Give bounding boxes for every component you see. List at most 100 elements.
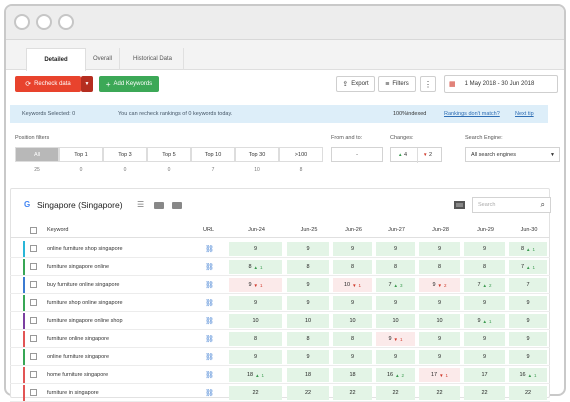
header-url[interactable]: URL: [203, 227, 215, 233]
header-date[interactable]: Jun-28: [432, 227, 449, 233]
link-icon[interactable]: ⛓: [205, 300, 214, 307]
rank-cell[interactable]: 9: [287, 242, 329, 256]
rank-cell[interactable]: 9: [333, 350, 372, 364]
table-row[interactable]: furniture online singapore ⛓ 8 8 8 9 ▼ 1 9 9 9: [10, 330, 550, 348]
window-control-maximize[interactable]: [58, 14, 74, 30]
rank-cell[interactable]: 10: [333, 314, 372, 328]
rank-cell[interactable]: 9: [419, 332, 460, 346]
rank-cell[interactable]: 22: [509, 386, 547, 400]
table-row[interactable]: furniture singapore online shop ⛓ 10 10 10 10…: [10, 312, 550, 330]
rank-cell[interactable]: 10: [376, 314, 415, 328]
rank-cell[interactable]: 9 ▲ 1: [464, 314, 505, 328]
rank-cell[interactable]: 16 ▲ 2: [376, 368, 415, 382]
rank-cell[interactable]: 9 ▼ 1: [376, 332, 415, 346]
tab-historical-data[interactable]: Historical Data: [122, 48, 184, 70]
rank-cell[interactable]: 9 ▼ 1: [229, 278, 282, 292]
link-icon[interactable]: ⛓: [205, 354, 214, 361]
rank-cell[interactable]: 9: [333, 242, 372, 256]
tab-overall[interactable]: Overall: [86, 48, 120, 70]
add-keywords-button[interactable]: + Add Keywords: [99, 76, 159, 92]
position-filter-all[interactable]: All: [15, 147, 59, 162]
rank-cell[interactable]: 8: [376, 260, 415, 274]
rank-cell[interactable]: 10: [287, 314, 329, 328]
rank-cell[interactable]: 9 ▼ 2: [419, 278, 460, 292]
row-checkbox[interactable]: [30, 353, 37, 360]
row-checkbox[interactable]: [30, 335, 37, 342]
link-icon[interactable]: ⛓: [205, 318, 214, 325]
rank-cell[interactable]: 10: [419, 314, 460, 328]
rank-cell[interactable]: 8: [229, 332, 282, 346]
rank-cell[interactable]: 8: [287, 260, 329, 274]
rank-cell[interactable]: 9: [333, 296, 372, 310]
row-checkbox[interactable]: [30, 281, 37, 288]
link-icon[interactable]: ⛓: [205, 336, 214, 343]
table-row[interactable]: buy furniture online singapore ⛓ 9 ▼ 1 9 10 ▼ 1 7…: [10, 276, 550, 294]
search-engine-select[interactable]: All search engines ▼: [465, 147, 560, 162]
rank-cell[interactable]: 22: [287, 386, 329, 400]
window-control-minimize[interactable]: [36, 14, 52, 30]
link-icon[interactable]: ⛓: [205, 246, 214, 253]
rank-cell[interactable]: 9: [229, 350, 282, 364]
rank-cell[interactable]: 10: [229, 314, 282, 328]
rank-cell[interactable]: 9: [464, 350, 505, 364]
rank-cell[interactable]: 9: [419, 242, 460, 256]
rank-cell[interactable]: 9: [419, 296, 460, 310]
rank-cell[interactable]: 9: [376, 350, 415, 364]
window-control-close[interactable]: [14, 14, 30, 30]
row-checkbox[interactable]: [30, 371, 37, 378]
position-filter-top-5[interactable]: Top 5: [147, 147, 191, 162]
row-checkbox[interactable]: [30, 317, 37, 324]
table-row[interactable]: online furniture shop singapore ⛓ 9 9 9 9 9 9 8 ▲…: [10, 240, 550, 258]
header-date[interactable]: Jun-29: [477, 227, 494, 233]
rank-cell[interactable]: 17 ▼ 1: [419, 368, 460, 382]
rank-cell[interactable]: 22: [229, 386, 282, 400]
rank-cell[interactable]: 9: [287, 278, 329, 292]
rank-cell[interactable]: 8: [419, 260, 460, 274]
changes-down[interactable]: ▼ 2: [423, 152, 432, 158]
table-row[interactable]: furniture in singapore ⛓ 22 22 22 22 22 22 22: [10, 384, 550, 402]
rank-cell[interactable]: 9: [509, 332, 547, 346]
date-range-picker[interactable]: ▦ 1 May 2018 - 30 Jun 2018: [444, 75, 558, 93]
header-date[interactable]: Jun-24: [248, 227, 265, 233]
changes-up[interactable]: ▲ 4: [398, 152, 407, 158]
position-filter-top-30[interactable]: Top 30: [235, 147, 279, 162]
rank-cell[interactable]: 16 ▲ 1: [509, 368, 547, 382]
rank-cell[interactable]: 10 ▼ 1: [333, 278, 372, 292]
rank-cell[interactable]: 7 ▲ 2: [464, 278, 505, 292]
header-date[interactable]: Jun-30: [520, 227, 538, 233]
position-filter-top-3[interactable]: Top 3: [103, 147, 147, 162]
header-date[interactable]: Jun-27: [388, 227, 405, 233]
rank-cell[interactable]: 8 ▲ 1: [509, 242, 547, 256]
rank-cell[interactable]: 18 ▲ 1: [229, 368, 282, 382]
recheck-dropdown-button[interactable]: ▼: [81, 76, 93, 92]
rank-cell[interactable]: 9: [464, 332, 505, 346]
rank-cell[interactable]: 9: [376, 296, 415, 310]
rank-cell[interactable]: 9: [509, 350, 547, 364]
folder-icon[interactable]: [154, 202, 164, 209]
position-filter-top-1[interactable]: Top 1: [59, 147, 103, 162]
rank-cell[interactable]: 17: [464, 368, 505, 382]
rank-cell[interactable]: 9: [464, 242, 505, 256]
position-filter-top-10[interactable]: Top 10: [191, 147, 235, 162]
columns-icon[interactable]: [454, 201, 465, 209]
rank-cell[interactable]: 8: [464, 260, 505, 274]
rank-cell[interactable]: 22: [333, 386, 372, 400]
table-row[interactable]: furniture singapore online ⛓ 8 ▲ 1 8 8 8 8 8 7 ▲ 1: [10, 258, 550, 276]
next-tip-link[interactable]: Next tip: [515, 111, 534, 117]
tab-detailed[interactable]: Detailed: [26, 48, 86, 71]
list-icon[interactable]: ☰: [137, 200, 145, 209]
rank-cell[interactable]: 9: [509, 296, 547, 310]
row-checkbox[interactable]: [30, 245, 37, 252]
rank-cell[interactable]: 7 ▲ 3: [376, 278, 415, 292]
search-input[interactable]: Search ⌕: [472, 197, 551, 213]
link-icon[interactable]: ⛓: [205, 390, 214, 397]
rank-cell[interactable]: 9: [287, 350, 329, 364]
row-checkbox[interactable]: [30, 299, 37, 306]
rank-cell[interactable]: 22: [376, 386, 415, 400]
folder-add-icon[interactable]: [172, 202, 182, 209]
rank-cell[interactable]: 8: [333, 332, 372, 346]
rank-cell[interactable]: 8: [287, 332, 329, 346]
link-icon[interactable]: ⛓: [205, 372, 214, 379]
rank-cell[interactable]: 9: [509, 314, 547, 328]
rank-cell[interactable]: 7 ▲ 1: [509, 260, 547, 274]
